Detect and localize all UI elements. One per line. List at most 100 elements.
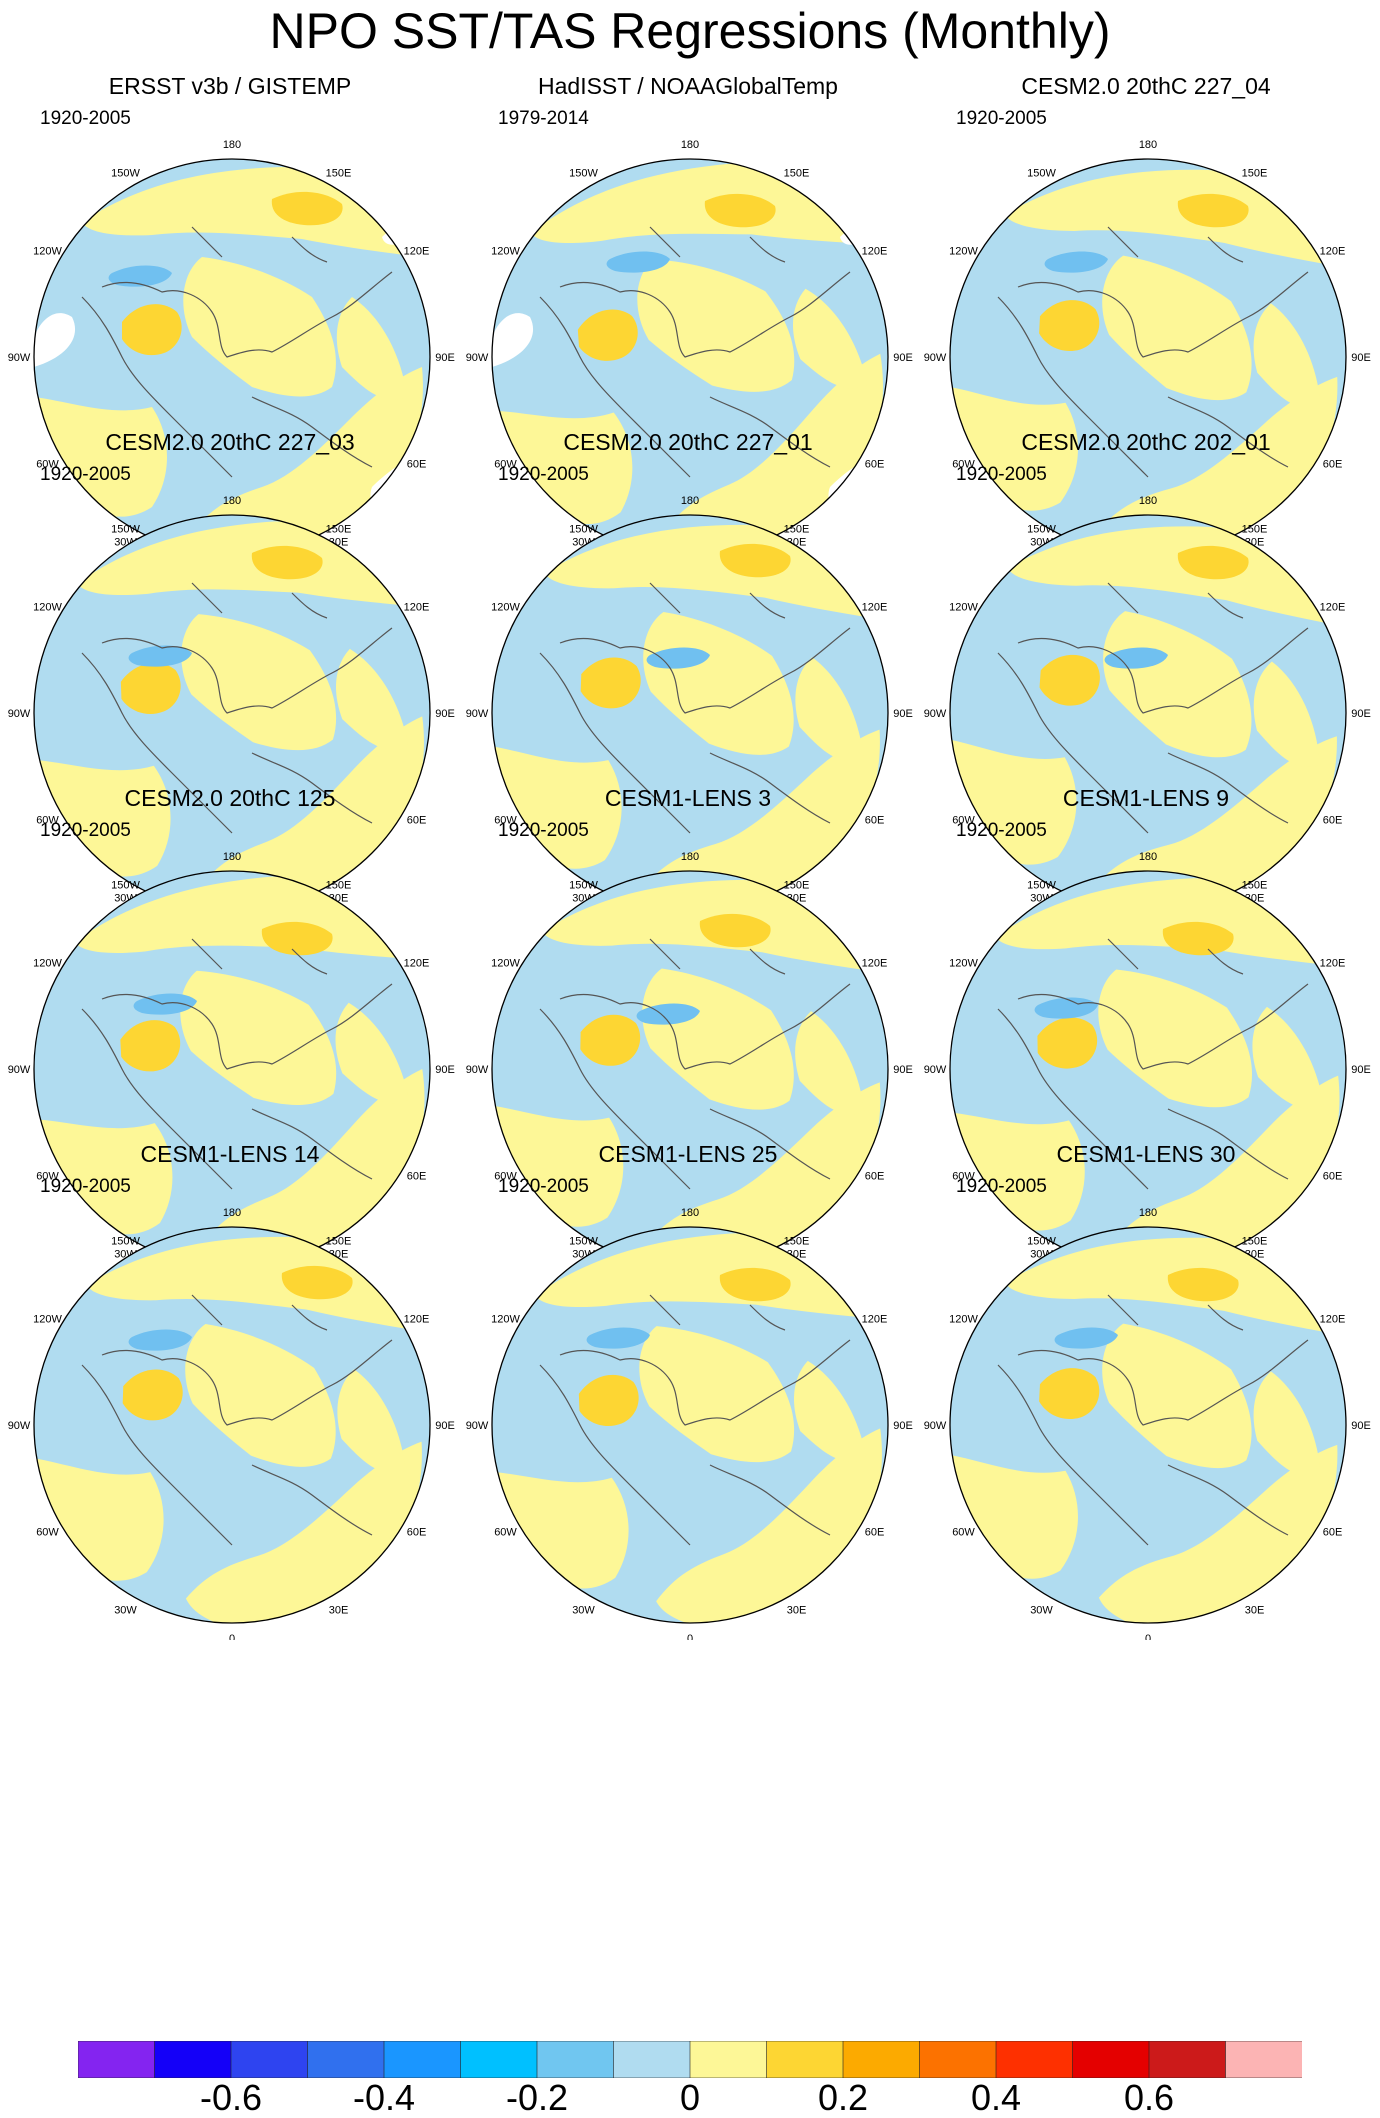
longitude-label: 60W: [952, 815, 975, 827]
greenland-positive-anomaly: [1039, 1368, 1100, 1419]
positive-region: [1252, 1006, 1324, 1109]
positive-region: [181, 614, 337, 751]
longitude-label: 90E: [1351, 708, 1371, 720]
coastlines: [997, 582, 1309, 834]
colorbar-swatch: [766, 2040, 844, 2079]
positive-region: [535, 1233, 875, 1319]
longitude-label: 120W: [491, 1314, 520, 1326]
map-border: [491, 1226, 889, 1624]
colorbar-tick-label: -0.4: [352, 2077, 416, 2118]
panel-title: CESM2.0 20thC 227_04: [1021, 73, 1271, 99]
coastlines: [539, 226, 851, 478]
longitude-label: 120W: [33, 602, 62, 614]
north-pacific-negative-anomaly: [1104, 647, 1168, 669]
longitude-label: 120E: [862, 602, 888, 614]
longitude-label: 90E: [1351, 1064, 1371, 1076]
panel-title: CESM2.0 20thC 202_01: [1021, 429, 1271, 455]
map-panel: 180150E120E90E60E30E030W60W90W120W150WCE…: [458, 784, 918, 1284]
map-fields: [34, 159, 430, 555]
north-pacific-positive-anomaly: [1167, 1267, 1239, 1302]
positive-region: [493, 1471, 629, 1589]
longitude-label: 30W: [1030, 1605, 1053, 1617]
longitude-label: 60W: [36, 1527, 59, 1539]
longitude-label: 60E: [865, 1171, 885, 1183]
north-pacific-negative-anomaly: [586, 1327, 650, 1349]
positive-region: [86, 1236, 424, 1332]
colorbar-swatch: [689, 2040, 768, 2079]
colorbar-swatch: [460, 2040, 538, 2079]
coastlines: [81, 582, 393, 834]
coastlines: [81, 938, 393, 1190]
longitude-label: 150W: [111, 524, 140, 536]
panel-period: 1920-2005: [956, 464, 1047, 485]
colorbar: [77, 2040, 1303, 2079]
map-fields: [34, 1227, 430, 1623]
map-panel: 180150E120E90E60E30E030W60W90W120W150WCE…: [458, 428, 918, 928]
coastlines: [997, 226, 1309, 478]
longitude-label: 60E: [407, 815, 427, 827]
longitude-label: 120W: [949, 246, 978, 258]
longitude-label: 60E: [1323, 1527, 1343, 1539]
longitude-label: 120E: [862, 246, 888, 258]
longitude-label: 150W: [569, 1236, 598, 1248]
longitude-label: 150E: [784, 1236, 810, 1248]
panel-period: 1920-2005: [498, 464, 589, 485]
longitude-label: 120W: [949, 602, 978, 614]
longitude-label: 120W: [949, 958, 978, 970]
panel-period: 1979-2014: [498, 108, 589, 129]
positive-region: [185, 1324, 336, 1467]
longitude-label: 90E: [435, 1420, 455, 1432]
panel-title: CESM1-LENS 30: [1056, 1141, 1236, 1167]
longitude-label: 180: [681, 139, 699, 151]
longitude-label: 120W: [491, 246, 520, 258]
panel-period: 1920-2005: [956, 108, 1047, 129]
map-border: [33, 1226, 431, 1624]
north-pacific-negative-anomaly: [128, 1329, 192, 1351]
map-panel: 180150E120E90E60E30E030W60W90W120W150WCE…: [916, 784, 1376, 1284]
longitude-label: 90E: [893, 1064, 913, 1076]
longitude-label: 120W: [949, 1314, 978, 1326]
panel-period: 1920-2005: [956, 1176, 1047, 1197]
colorbar-swatch: [383, 2040, 462, 2079]
positive-region: [1098, 969, 1252, 1108]
longitude-label: 120E: [404, 602, 430, 614]
north-pacific-negative-anomaly: [646, 647, 710, 669]
longitude-label: 60W: [494, 815, 517, 827]
longitude-label: 180: [1139, 851, 1157, 863]
positive-region: [1007, 526, 1343, 627]
longitude-label: 180: [223, 1207, 241, 1219]
panel-title: CESM2.0 20thC 227_01: [563, 429, 813, 455]
colorbar-tick-label: -0.2: [505, 2077, 569, 2118]
colorbar-tick-label: 0.6: [1123, 2077, 1175, 2118]
longitude-label: 150W: [1027, 1236, 1056, 1248]
panel-period: 1920-2005: [498, 820, 589, 841]
positive-region: [1102, 1323, 1252, 1469]
colorbar-swatch: [1225, 2040, 1303, 2079]
longitude-label: 150W: [111, 1236, 140, 1248]
longitude-label: 60W: [36, 815, 59, 827]
longitude-label: 90E: [435, 1064, 455, 1076]
longitude-label: 0: [1145, 1633, 1151, 1640]
longitude-label: 90W: [466, 1064, 489, 1076]
map-panel: 180150E120E90E60E30E030W60W90W120W150WCE…: [0, 428, 460, 928]
coastlines: [539, 1294, 851, 1546]
positive-region: [795, 657, 864, 762]
panel-title: HadISST / NOAAGlobalTemp: [538, 73, 838, 99]
longitude-label: 30W: [114, 1605, 137, 1617]
panel-period: 1920-2005: [956, 820, 1047, 841]
positive-region: [1102, 255, 1252, 401]
longitude-label: 30E: [787, 1605, 807, 1617]
colorbar-swatch: [995, 2040, 1074, 2079]
colorbar-swatch: [1072, 2040, 1150, 2079]
positive-region: [642, 968, 794, 1110]
greenland-positive-anomaly: [122, 304, 182, 356]
positive-region: [336, 648, 409, 751]
longitude-label: 90W: [924, 1064, 947, 1076]
colorbar-tick-label: -0.6: [199, 2077, 263, 2118]
longitude-label: 90E: [1351, 1420, 1371, 1432]
north-pacific-negative-anomaly: [1054, 1327, 1118, 1349]
positive-region: [77, 521, 417, 607]
longitude-label: 150E: [1242, 168, 1268, 180]
